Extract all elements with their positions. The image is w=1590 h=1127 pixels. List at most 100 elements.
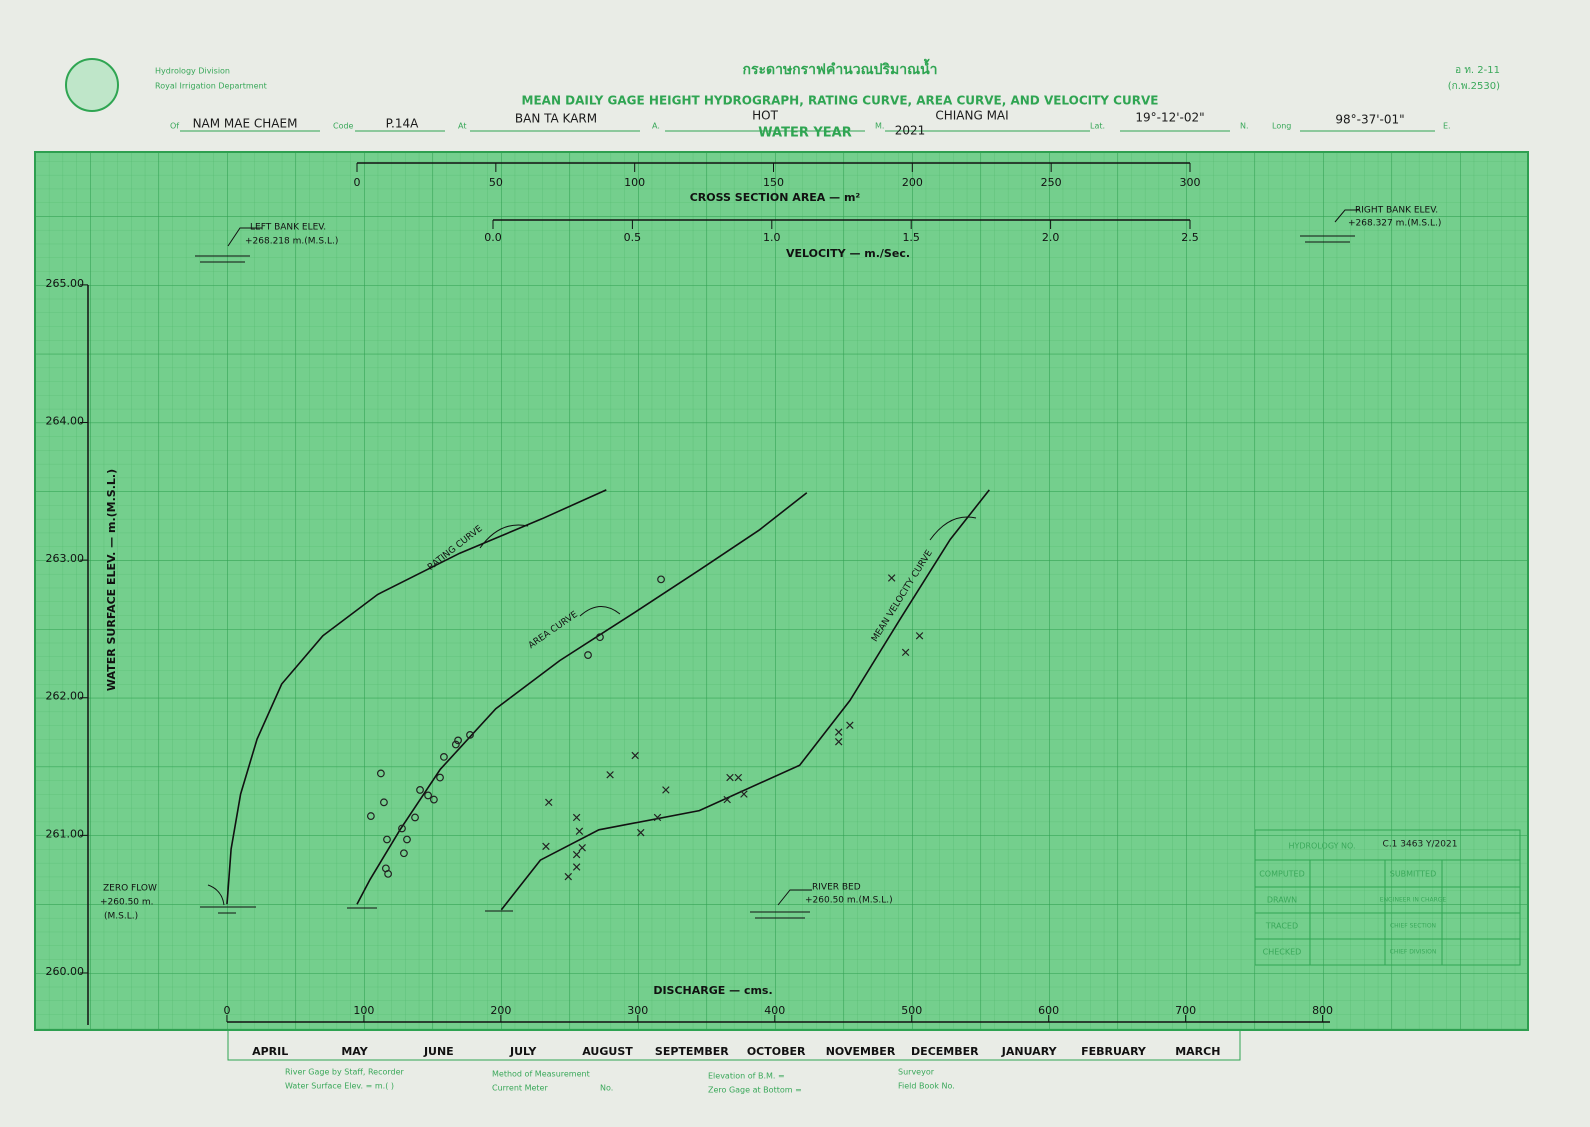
data-point xyxy=(575,827,584,835)
x-tick-label: 800 xyxy=(1312,1004,1333,1017)
label: DRAWN xyxy=(1267,896,1297,905)
data-point xyxy=(454,736,462,745)
label: Of xyxy=(170,122,179,131)
label: Lat. xyxy=(1090,122,1105,131)
data-point xyxy=(901,648,910,657)
x-tick-label: 600 xyxy=(1038,1004,1059,1017)
footer: Zero Gage at Bottom = xyxy=(708,1086,802,1095)
annotation: (M.S.L.) xyxy=(104,912,138,922)
data-point xyxy=(584,651,592,659)
data-point xyxy=(578,844,586,852)
x-tick-label: 0.0 xyxy=(484,231,502,244)
label: HYDROLOGY NO. xyxy=(1288,842,1355,851)
month-label: MAY xyxy=(341,1045,368,1058)
curve xyxy=(356,492,808,905)
data-point xyxy=(398,824,406,833)
x-tick-label: 50 xyxy=(489,176,503,189)
data-point xyxy=(662,786,670,794)
field: CHIANG MAI xyxy=(935,109,1008,123)
data-point xyxy=(451,740,460,749)
x-tick-label: 200 xyxy=(902,176,923,189)
data-point xyxy=(834,738,843,746)
footer: River Gage by Staff, Recorder xyxy=(285,1068,405,1077)
x-tick-label: 1.5 xyxy=(902,231,920,244)
data-point xyxy=(380,798,388,807)
label: CHIEF SECTION xyxy=(1390,923,1436,930)
x-tick-label: 500 xyxy=(901,1004,922,1017)
x-tick-label: 0 xyxy=(223,1004,230,1017)
data-point xyxy=(596,633,604,642)
x-tick-label: 100 xyxy=(353,1004,374,1017)
data-point xyxy=(400,849,408,858)
y-tick-label: 264.00 xyxy=(46,414,85,427)
label: M. xyxy=(875,122,884,131)
thai-title: กระดาษกราฟคำนวณปริมาณน้ำ xyxy=(742,58,937,78)
data-point xyxy=(384,869,392,878)
footer: Current Meter xyxy=(492,1084,548,1093)
month-label: JUNE xyxy=(423,1045,454,1058)
month-label: AUGUST xyxy=(582,1045,633,1058)
data-point xyxy=(653,813,662,822)
x-tick-label: 2.5 xyxy=(1181,231,1199,244)
month-label: NOVEMBER xyxy=(826,1045,896,1058)
data-point xyxy=(572,863,581,871)
annotation: +268.327 m.(M.S.L.) xyxy=(1348,219,1441,229)
label: Long xyxy=(1272,122,1291,131)
annotation: +268.218 m.(M.S.L.) xyxy=(245,237,338,247)
data-point xyxy=(740,790,748,798)
form-lines xyxy=(180,130,1521,1061)
x-tick-label: 0 xyxy=(354,176,361,189)
velocity-axis-label: VELOCITY — m./Sec. xyxy=(786,247,910,260)
x-tick-label: 0.5 xyxy=(624,231,642,244)
x-tick-label: 300 xyxy=(627,1004,648,1017)
form-no: อ ท. 2-11 xyxy=(1455,65,1500,76)
month-label: SEPTEMBER xyxy=(655,1045,729,1058)
field: NAM MAE CHAEM xyxy=(193,117,298,131)
data-point xyxy=(887,574,896,582)
x-tick-label: 400 xyxy=(764,1004,785,1017)
data-point xyxy=(657,575,665,584)
data-point xyxy=(542,842,550,851)
footer: Method of Measurement xyxy=(492,1070,590,1079)
ground-symbols xyxy=(195,209,1360,919)
label: At xyxy=(458,122,466,131)
data-point xyxy=(631,751,639,760)
chart-title: MEAN DAILY GAGE HEIGHT HYDROGRAPH, RATIN… xyxy=(522,94,1159,108)
data-point xyxy=(726,773,734,782)
annotation: RIVER BED xyxy=(812,883,861,893)
field: HOT xyxy=(752,109,778,123)
label: COMPUTED xyxy=(1259,870,1305,879)
org: Royal Irrigation Department xyxy=(155,82,267,91)
data-point xyxy=(915,632,924,640)
month-label: MARCH xyxy=(1175,1045,1220,1058)
y-tick-label: 265.00 xyxy=(46,277,85,290)
data-point xyxy=(411,813,419,822)
data-point xyxy=(440,753,448,761)
x-axis-label: DISCHARGE — cms. xyxy=(653,984,772,997)
data-point xyxy=(366,812,375,820)
annotation: RIGHT BANK ELEV. xyxy=(1355,206,1438,216)
data-point xyxy=(572,813,581,822)
field: BAN TA KARM xyxy=(515,112,597,126)
label: E. xyxy=(1443,122,1451,131)
field: 19°-12'-02" xyxy=(1135,111,1204,125)
x-tick-label: 200 xyxy=(490,1004,511,1017)
x-tick-label: 300 xyxy=(1180,176,1201,189)
x-tick-label: 100 xyxy=(624,176,645,189)
annotation: ZERO FLOW xyxy=(103,884,157,894)
data-point xyxy=(572,850,581,859)
x-tick-label: 250 xyxy=(1041,176,1062,189)
curve xyxy=(500,489,990,911)
month-label: JULY xyxy=(509,1045,537,1058)
field: C.1 3463 Y/2021 xyxy=(1383,840,1458,850)
y-tick-label: 261.00 xyxy=(46,827,85,840)
data-point xyxy=(416,786,424,794)
month-label: OCTOBER xyxy=(747,1045,806,1058)
data-point xyxy=(734,773,743,782)
data-point xyxy=(606,771,614,779)
annotation: +260.50 m. xyxy=(100,898,154,908)
label: SUBMITTED xyxy=(1390,870,1437,879)
label: N. xyxy=(1240,122,1249,131)
